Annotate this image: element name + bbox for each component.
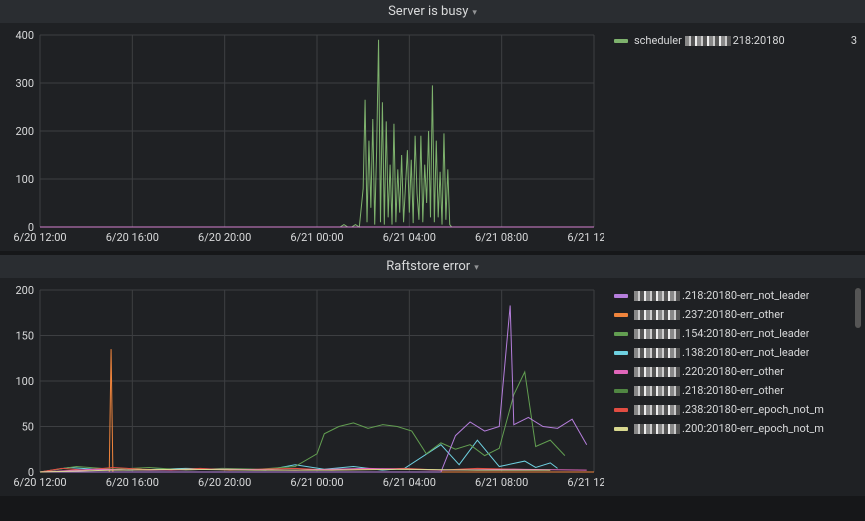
x-tick-label: 6/20 12:00	[13, 231, 66, 244]
series-line	[40, 372, 565, 472]
legend-swatch	[614, 427, 628, 431]
legend-item[interactable]: .218:20180-err_not_leader	[614, 286, 857, 305]
redacted-segment	[634, 386, 680, 396]
legend-label: .220:20180-err_other	[634, 365, 784, 378]
legend-area: .218:20180-err_not_leader .237:20180-err_…	[604, 282, 861, 492]
x-tick-label: 6/21 12:00	[567, 231, 604, 244]
legend-swatch	[614, 294, 628, 298]
series-line	[40, 305, 587, 472]
x-tick-label: 6/20 16:00	[106, 476, 159, 489]
legend-label: .218:20180-err_other	[634, 384, 784, 397]
legend-label: .200:20180-err_epoch_not_m	[634, 422, 824, 435]
legend-label: .238:20180-err_epoch_not_m	[634, 403, 824, 416]
y-tick-label: 400	[15, 29, 34, 42]
y-tick-label: 50	[22, 421, 34, 434]
chevron-down-icon: ▾	[474, 263, 479, 273]
x-tick-label: 6/21 08:00	[475, 231, 528, 244]
legend-label: .218:20180-err_not_leader	[634, 289, 809, 302]
panel-title: Server is busy	[388, 4, 468, 19]
y-tick-label: 300	[15, 77, 34, 90]
legend-label: scheduler 218:20180	[634, 34, 785, 47]
redacted-segment	[634, 348, 680, 358]
x-tick-label: 6/20 20:00	[198, 231, 251, 244]
x-tick-label: 6/21 12:00	[567, 476, 604, 489]
x-tick-label: 6/20 12:00	[13, 476, 66, 489]
redacted-segment	[634, 291, 680, 301]
x-tick-label: 6/21 00:00	[290, 476, 343, 489]
legend-value: 3	[841, 34, 857, 47]
x-tick-label: 6/20 16:00	[106, 231, 159, 244]
redacted-segment	[634, 424, 680, 434]
legend-label: .154:20180-err_not_leader	[634, 327, 809, 340]
y-tick-label: 200	[15, 125, 34, 138]
legend-swatch	[614, 332, 628, 336]
x-tick-label: 6/21 00:00	[290, 231, 343, 244]
redacted-segment	[634, 329, 680, 339]
legend-item[interactable]: .237:20180-err_other	[614, 305, 857, 324]
y-tick-label: 100	[15, 375, 34, 388]
legend-item[interactable]: scheduler 218:20180 3	[614, 31, 857, 50]
panel-title: Raftstore error	[386, 259, 470, 274]
x-tick-label: 6/21 04:00	[383, 476, 436, 489]
legend-swatch	[614, 351, 628, 355]
panel-header[interactable]: Server is busy ▾	[0, 0, 865, 23]
redacted-segment	[634, 367, 680, 377]
legend-item[interactable]: .200:20180-err_epoch_not_m	[614, 419, 857, 438]
x-tick-label: 6/21 08:00	[475, 476, 528, 489]
legend-swatch	[614, 389, 628, 393]
legend-item[interactable]: .154:20180-err_not_leader	[614, 324, 857, 343]
y-tick-label: 200	[15, 284, 34, 297]
y-tick-label: 150	[15, 330, 34, 343]
redacted-segment	[685, 36, 731, 46]
chart-area[interactable]: 0501001502006/20 12:006/20 16:006/20 20:…	[4, 282, 604, 492]
x-tick-label: 6/20 20:00	[198, 476, 251, 489]
legend-label: .138:20180-err_not_leader	[634, 346, 809, 359]
legend-item[interactable]: .220:20180-err_other	[614, 362, 857, 381]
legend-label: .237:20180-err_other	[634, 308, 784, 321]
y-tick-label: 100	[15, 173, 34, 186]
x-tick-label: 6/21 04:00	[383, 231, 436, 244]
panel-header[interactable]: Raftstore error ▾	[0, 255, 865, 278]
legend-item[interactable]: .138:20180-err_not_leader	[614, 343, 857, 362]
series-line	[40, 440, 558, 472]
legend-swatch	[614, 408, 628, 412]
redacted-segment	[634, 405, 680, 415]
legend-swatch	[614, 39, 628, 43]
chevron-down-icon: ▾	[472, 8, 477, 18]
legend-item[interactable]: .238:20180-err_epoch_not_m	[614, 400, 857, 419]
legend-area: scheduler 218:20180 3	[604, 27, 861, 247]
scrollbar[interactable]	[855, 288, 861, 328]
legend-swatch	[614, 370, 628, 374]
redacted-segment	[634, 310, 680, 320]
legend-item[interactable]: .218:20180-err_other	[614, 381, 857, 400]
chart-area[interactable]: 01002003004006/20 12:006/20 16:006/20 20…	[4, 27, 604, 247]
legend-swatch	[614, 313, 628, 317]
